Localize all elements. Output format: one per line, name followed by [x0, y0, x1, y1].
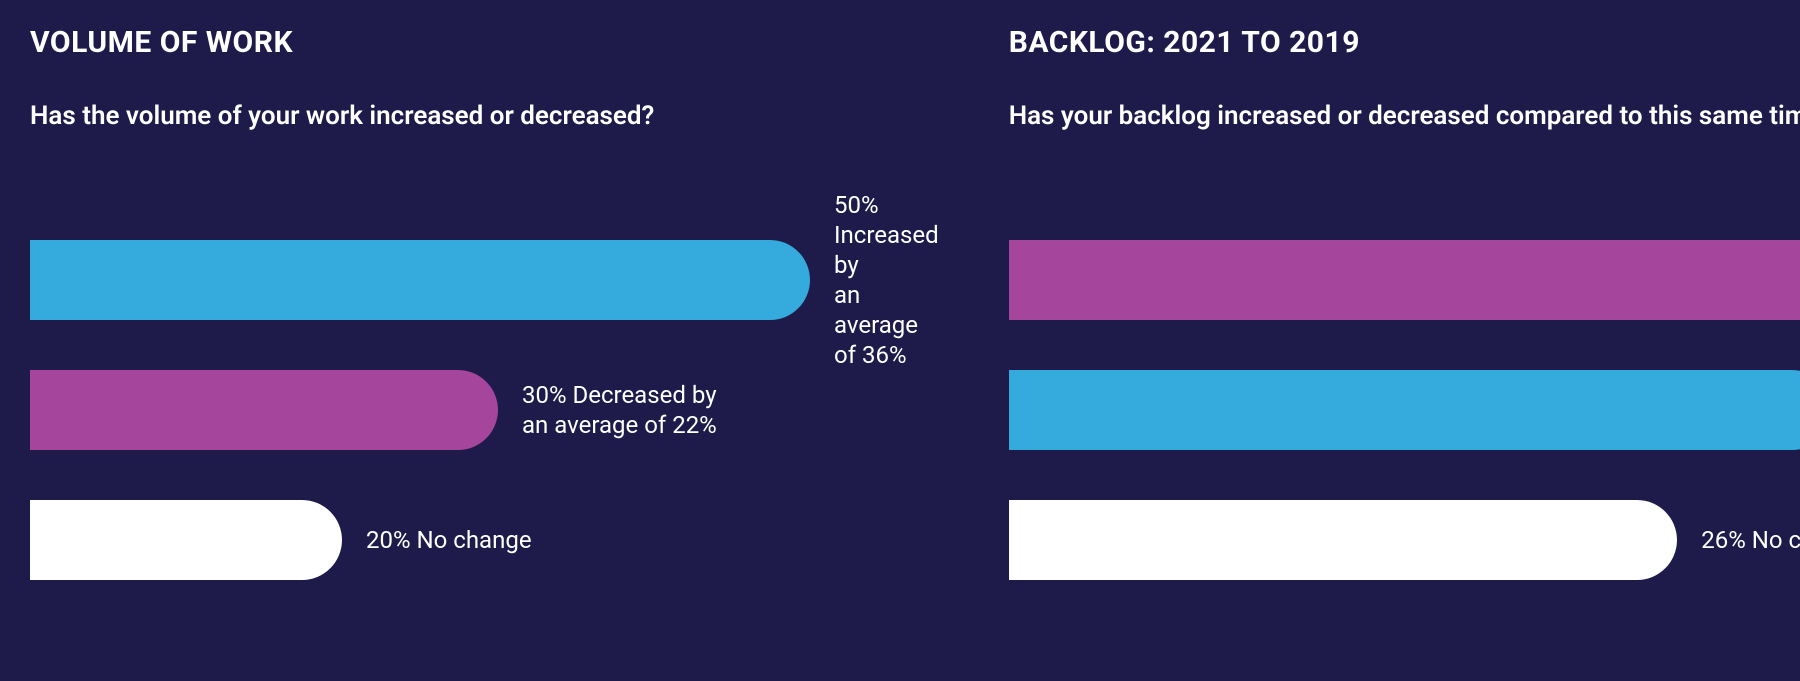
bar-list: 50% Increased by an average of 36% 30% D… [30, 240, 939, 580]
bar-row: 32% Increased by an average of 28% [1009, 370, 1800, 450]
bar-label-line2: an average of 36% [834, 280, 939, 370]
bar-row: 50% Increased by an average of 36% [30, 240, 939, 320]
bar [30, 370, 498, 450]
panel-title: BACKLOG: 2021 TO 2019 [1009, 25, 1800, 60]
bar-label: 30% Decreased by an average of 22% [522, 380, 717, 440]
panel-title: VOLUME OF WORK [30, 25, 939, 60]
bar-label-line1: 50% Increased by [834, 190, 939, 280]
bar-label-line2: an average of 22% [522, 410, 717, 440]
chart-container: VOLUME OF WORK Has the volume of your wo… [0, 0, 1800, 681]
bar-row: 20% No change [30, 500, 939, 580]
bar-row: 26% No change [1009, 500, 1800, 580]
panel-question: Has the volume of your work increased or… [30, 100, 939, 190]
panel-question: Has your backlog increased or decreased … [1009, 100, 1800, 190]
bar-label-line1: 26% No change [1701, 525, 1800, 555]
bar-row: 42% Decreased by an average of 43% [1009, 240, 1800, 320]
panel-backlog: BACKLOG: 2021 TO 2019 Has your backlog i… [1009, 25, 1800, 651]
bar-label-line1: 20% No change [366, 525, 532, 555]
bar-label: 26% No change [1701, 525, 1800, 555]
bar-label-line1: 30% Decreased by [522, 380, 717, 410]
bar-list: 42% Decreased by an average of 43% 32% I… [1009, 240, 1800, 580]
bar-label: 20% No change [366, 525, 532, 555]
bar [1009, 370, 1800, 450]
bar-row: 30% Decreased by an average of 22% [30, 370, 939, 450]
panel-volume-of-work: VOLUME OF WORK Has the volume of your wo… [30, 25, 939, 651]
bar [1009, 500, 1678, 580]
bar [30, 500, 342, 580]
bar-label: 50% Increased by an average of 36% [834, 190, 939, 370]
bar [30, 240, 810, 320]
bar [1009, 240, 1800, 320]
